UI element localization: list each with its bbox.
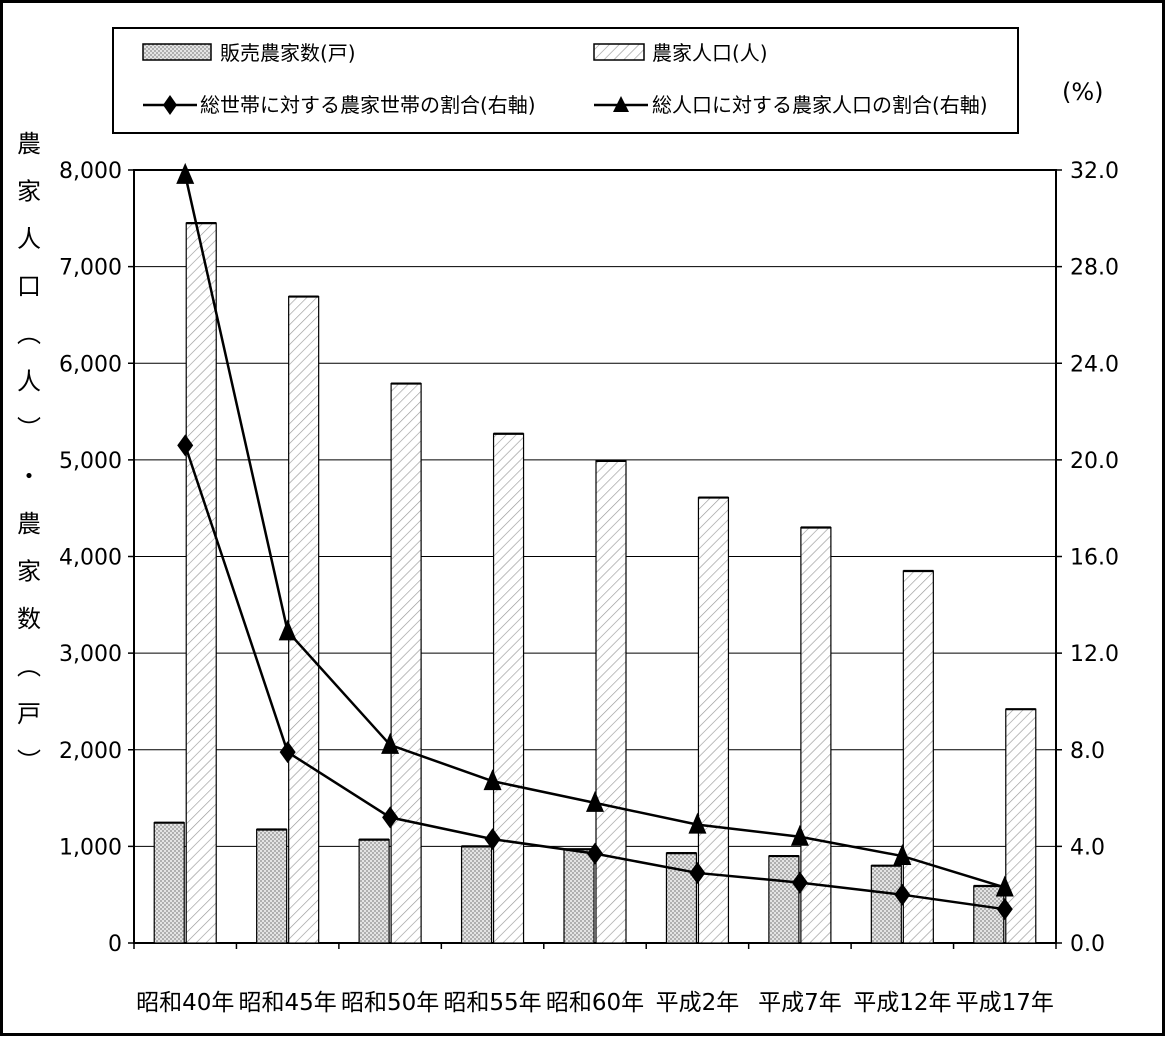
left-axis-title-char: ︶ — [17, 748, 41, 776]
bar-sales-farms — [665, 852, 698, 944]
bar-sales-farms — [358, 839, 390, 944]
point-triangle — [893, 844, 912, 866]
right-tick-label: 16.0 — [1070, 546, 1119, 571]
right-tick-label: 28.0 — [1070, 256, 1119, 281]
left-axis-title: 農家人口︵人︶・農家数︵戸︶ — [17, 130, 41, 776]
x-category-label: 平成12年 — [853, 990, 951, 1016]
axes: 0 0.0 1,000 4.0 2,000 8.0 3,000 12.0 4,000 16.0 5,… — [59, 159, 1119, 1016]
right-tick-label: 8.0 — [1070, 739, 1105, 764]
left-axis-title-char: ・ — [17, 463, 41, 491]
legend-item-line-0: 総世帯に対する農家世帯の割合(右軸) — [143, 93, 536, 117]
x-category-label: 昭和60年 — [546, 990, 644, 1016]
left-tick-label: 1,000 — [59, 835, 122, 860]
left-axis-title-char: 人 — [17, 368, 41, 396]
bar-farm-population — [800, 526, 832, 944]
bar-sales-farms — [870, 865, 902, 944]
legend-label-line-1: 総人口に対する農家人口の割合(右軸) — [652, 93, 988, 117]
left-tick-label: 3,000 — [59, 642, 122, 667]
point-triangle — [483, 769, 502, 791]
legend-marker-triangle — [613, 96, 629, 112]
x-category-label: 昭和45年 — [239, 990, 337, 1016]
right-tick-label: 12.0 — [1070, 642, 1119, 667]
x-category-label: 平成7年 — [758, 990, 842, 1016]
legend-item-bar-0: 販売農家数(戸) — [142, 41, 356, 65]
left-axis-title-char: 家 — [17, 558, 41, 586]
left-tick-label: 5,000 — [59, 449, 122, 474]
bar-farm-population — [1005, 708, 1037, 944]
bar-farm-population — [492, 433, 525, 944]
left-axis-title-char: 農 — [17, 510, 41, 538]
bar-sales-farms — [256, 828, 288, 944]
point-triangle — [995, 875, 1014, 897]
legend-label-line-0: 総世帯に対する農家世帯の割合(右軸) — [200, 93, 536, 117]
legend-label-bar-0: 販売農家数(戸) — [220, 41, 356, 65]
bar-sales-farms — [563, 848, 595, 944]
bar-farm-population — [288, 295, 320, 944]
x-category-label: 昭和55年 — [443, 990, 541, 1016]
x-category-label: 平成17年 — [956, 990, 1054, 1016]
point-diamond — [689, 861, 706, 884]
left-tick-label: 0 — [108, 932, 122, 957]
left-axis-title-char: ︶ — [17, 415, 41, 443]
left-axis-title-char: 人 — [17, 225, 41, 253]
left-axis-title-char: 家 — [17, 178, 41, 206]
point-diamond — [382, 806, 399, 829]
left-tick-label: 7,000 — [59, 256, 122, 281]
bar-sales-farms — [768, 855, 800, 944]
left-axis-title-char: 農 — [17, 130, 41, 158]
point-triangle — [381, 732, 400, 754]
legend-label-bar-1: 農家人口(人) — [652, 41, 768, 65]
point-triangle — [688, 812, 707, 834]
point-diamond — [996, 898, 1013, 921]
lines — [176, 162, 1014, 921]
bar-farm-population — [697, 496, 730, 944]
legend-item-line-1: 総人口に対する農家人口の割合(右軸) — [594, 93, 988, 117]
x-category-label: 昭和50年 — [341, 990, 439, 1016]
right-tick-label: 24.0 — [1070, 352, 1119, 377]
point-diamond — [894, 883, 911, 906]
left-tick-label: 4,000 — [59, 546, 122, 571]
point-diamond — [484, 828, 501, 851]
bars — [153, 222, 1037, 944]
point-triangle — [278, 619, 297, 641]
left-axis-title-char: ︵ — [17, 320, 41, 348]
left-tick-label: 2,000 — [59, 739, 122, 764]
bar-farm-population — [185, 222, 217, 944]
right-tick-label: 4.0 — [1070, 835, 1105, 860]
legend-box — [112, 27, 1019, 134]
bar-sales-farms — [460, 845, 493, 944]
legend-swatch-dotted — [142, 43, 212, 61]
legend-marker-diamond — [163, 95, 177, 115]
point-triangle — [176, 162, 195, 184]
left-tick-label: 6,000 — [59, 352, 122, 377]
left-axis-title-char: ︵ — [17, 653, 41, 681]
bar-farm-population — [390, 382, 422, 944]
point-diamond — [177, 434, 194, 457]
legend-item-bar-1: 農家人口(人) — [593, 41, 768, 65]
point-diamond — [587, 842, 603, 865]
bar-farm-population — [595, 460, 627, 944]
legend-swatch-hatch — [593, 43, 645, 61]
right-tick-label: 32.0 — [1070, 159, 1119, 184]
left-axis-title-char: 数 — [17, 605, 41, 633]
left-axis-title-char: 口 — [17, 273, 41, 301]
x-category-label: 昭和40年 — [136, 990, 234, 1016]
bar-farm-population — [902, 570, 934, 944]
right-axis-unit: (%) — [1062, 78, 1104, 106]
left-tick-label: 8,000 — [59, 159, 122, 184]
point-diamond — [791, 871, 808, 894]
bar-sales-farms — [153, 822, 185, 944]
x-category-label: 平成2年 — [656, 990, 740, 1016]
right-tick-label: 0.0 — [1070, 932, 1105, 957]
point-triangle — [790, 824, 809, 846]
point-diamond — [279, 741, 296, 764]
left-axis-title-char: 戸 — [17, 700, 41, 728]
point-triangle — [586, 790, 604, 812]
right-tick-label: 20.0 — [1070, 449, 1119, 474]
